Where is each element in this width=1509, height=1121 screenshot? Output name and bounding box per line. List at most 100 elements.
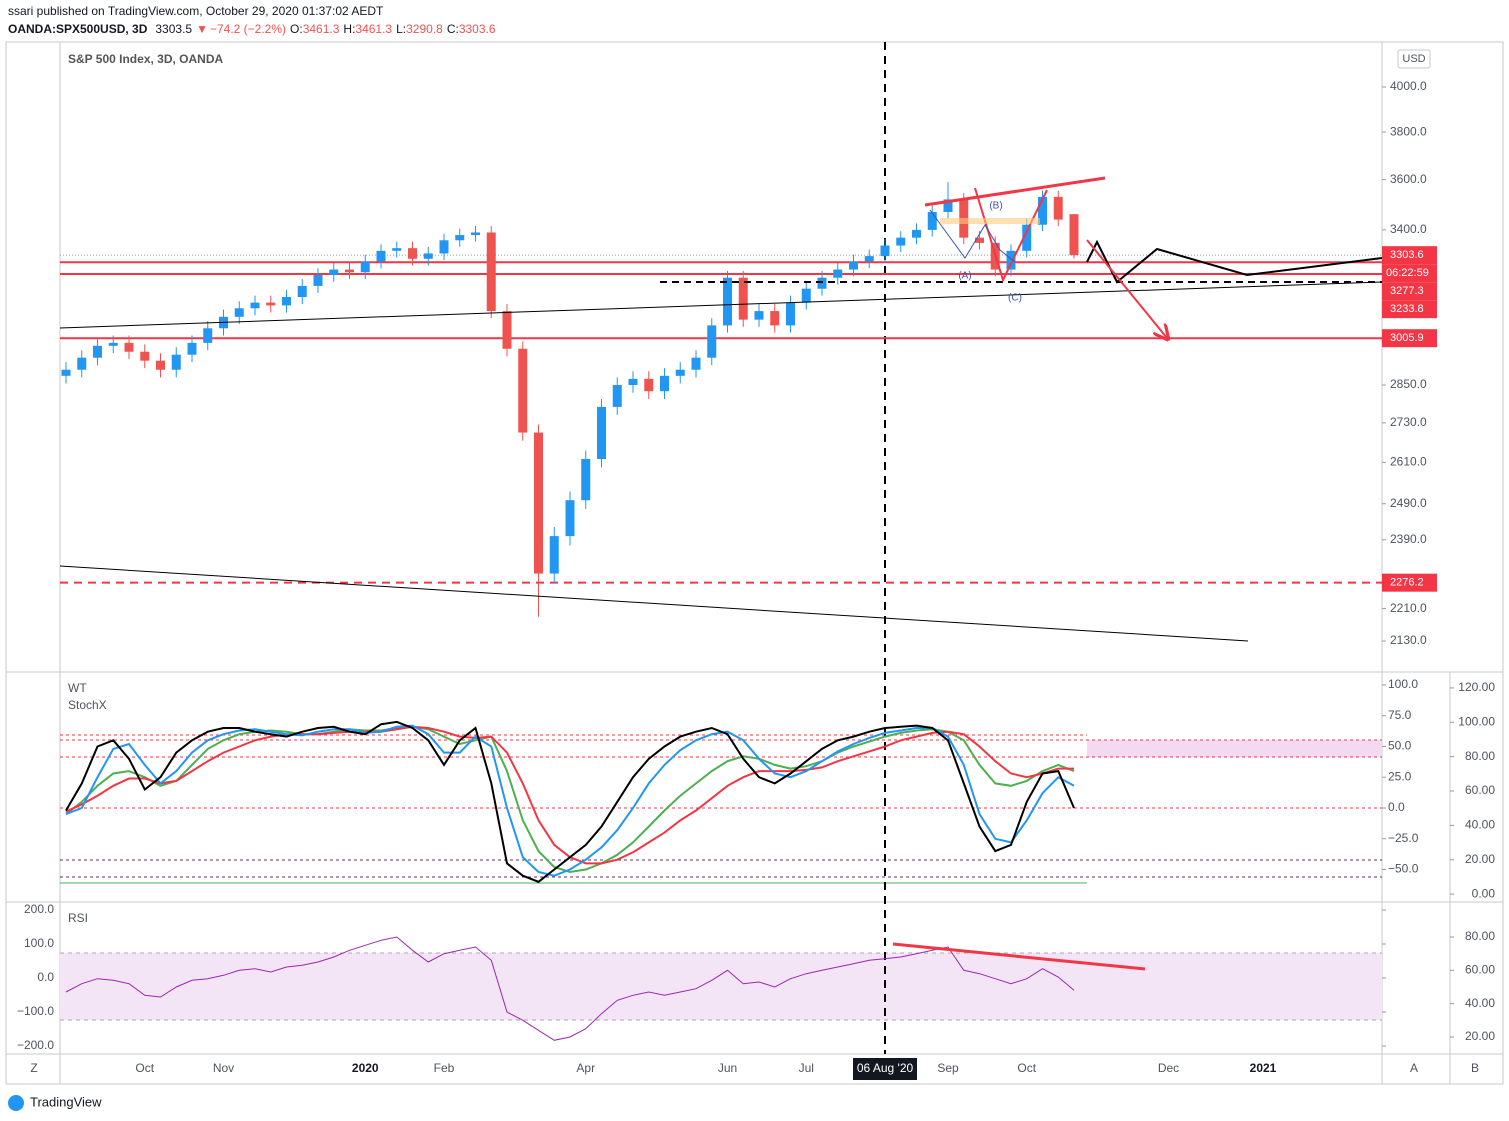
- candle-body: [675, 369, 685, 376]
- price-tag: [1382, 246, 1437, 265]
- candle-body: [282, 297, 291, 306]
- ohlc-label: L:: [396, 22, 406, 36]
- x-tick-label: Nov: [213, 1061, 234, 1075]
- chart-title: S&P 500 Index, 3D, OANDA: [68, 52, 223, 66]
- candle-body: [61, 369, 71, 376]
- y-tick-label: 0.0: [1388, 800, 1405, 814]
- wave-label: (A): [958, 271, 971, 282]
- candle-body: [345, 269, 354, 273]
- candle-body: [660, 375, 669, 392]
- candle-body: [738, 277, 748, 320]
- last: 3303.5: [155, 22, 192, 36]
- x-tick-label: Jun: [718, 1061, 737, 1075]
- candle-body: [817, 277, 827, 289]
- arrow: ▼: [196, 22, 208, 36]
- symbol-line: OANDA:SPX500USD, 3D 3303.5 ▼ −74.2 (−2.2%) O…: [8, 22, 496, 36]
- candle-body: [549, 536, 559, 574]
- candle-body: [1069, 214, 1079, 256]
- x-tick-label: Jul: [799, 1061, 814, 1075]
- y-tick-label: 4000.0: [1390, 79, 1427, 93]
- candle-body: [171, 354, 181, 370]
- candle-body: [423, 253, 433, 259]
- y-tick-label: 2610.0: [1390, 455, 1427, 469]
- y2-tick-label: 60.00: [1465, 963, 1495, 977]
- ohlc-value: 3303.6: [459, 22, 496, 36]
- y-tick-label: −25.0: [1388, 831, 1419, 845]
- candle-body: [581, 459, 591, 501]
- candle-body: [486, 232, 496, 312]
- indicator-label: StochX: [68, 698, 107, 712]
- y2-tick-label: 20.00: [1465, 852, 1495, 866]
- countdown: 06:22:59: [1386, 267, 1429, 279]
- x-tick-label: Apr: [576, 1061, 595, 1075]
- candle-body: [108, 342, 118, 346]
- price-tag-label: 2276.2: [1390, 577, 1424, 589]
- wave-line: [929, 209, 1016, 263]
- candle-body: [628, 378, 638, 386]
- candle-body: [770, 311, 780, 326]
- candle-body: [927, 211, 937, 230]
- series-line: [65, 720, 1075, 883]
- candle-body: [439, 240, 449, 254]
- candle-body: [1022, 224, 1032, 251]
- y-tick-label: 25.0: [1388, 769, 1412, 783]
- candle-body: [234, 308, 244, 317]
- candle-body: [896, 237, 906, 246]
- y-tick-label: −200.0: [17, 1038, 54, 1052]
- candle-body: [77, 357, 87, 370]
- y-tick-label: 2490.0: [1390, 496, 1427, 510]
- candle-body: [392, 248, 402, 251]
- currency: USD: [1402, 53, 1425, 65]
- ohlc-label: C:: [447, 22, 459, 36]
- candle-body: [880, 245, 890, 257]
- frame: [5, 41, 1504, 1085]
- button[interactable]: Z: [30, 1061, 37, 1075]
- x-tick-label: Sep: [937, 1061, 959, 1075]
- ohlc-value: 3461.3: [355, 22, 392, 36]
- x-tick-label: Feb: [434, 1061, 455, 1075]
- trend-line: [59, 565, 1249, 642]
- y-tick-label: 3400.0: [1390, 222, 1427, 236]
- candle-body: [912, 229, 921, 238]
- y-tick-label: 200.0: [24, 902, 54, 916]
- candle-body: [644, 378, 654, 392]
- price-tag-label: 3303.6: [1390, 249, 1424, 261]
- button[interactable]: B: [1471, 1061, 1479, 1075]
- y-tick-label: −100.0: [17, 1004, 54, 1018]
- ohlc-label: O:: [290, 22, 303, 36]
- y-tick-label: 2210.0: [1390, 601, 1427, 615]
- candle-body: [754, 311, 764, 320]
- y-tick-label: 2850.0: [1390, 377, 1427, 391]
- candle-body: [250, 302, 260, 309]
- y-tick-label: 75.0: [1388, 708, 1412, 722]
- indicator-label: RSI: [68, 911, 88, 925]
- candle-body: [266, 302, 276, 306]
- symbol: OANDA:SPX500USD, 3D: [8, 22, 148, 36]
- ohlc-label: H:: [343, 22, 355, 36]
- candle-body: [975, 237, 984, 243]
- candle-body: [187, 342, 197, 355]
- y-tick-label: 2730.0: [1390, 415, 1427, 429]
- y-tick-label: 3800.0: [1390, 124, 1427, 138]
- candle-body: [943, 199, 953, 212]
- y-tick-label: 100.0: [1388, 677, 1418, 691]
- candle-body: [691, 357, 701, 370]
- candle-body: [723, 277, 732, 326]
- price-tag: [1382, 329, 1437, 348]
- candle-body: [329, 269, 339, 275]
- y2-tick-label: 120.00: [1458, 680, 1495, 694]
- candle-body: [612, 385, 622, 407]
- y2-tick-label: 0.00: [1472, 886, 1496, 900]
- ohlc-value: 3461.3: [303, 22, 340, 36]
- y2-tick-label: 80.00: [1465, 929, 1495, 943]
- candle-body: [471, 232, 480, 236]
- candle-body: [502, 311, 512, 349]
- divergence-line: [892, 942, 1146, 971]
- y-tick-label: 100.0: [24, 936, 54, 950]
- candle-body: [93, 345, 102, 358]
- series-line: [65, 725, 1075, 874]
- button[interactable]: A: [1410, 1061, 1418, 1075]
- crosshair-label-bg: [853, 1058, 917, 1080]
- candle-body: [455, 235, 465, 241]
- candle-body: [297, 285, 307, 298]
